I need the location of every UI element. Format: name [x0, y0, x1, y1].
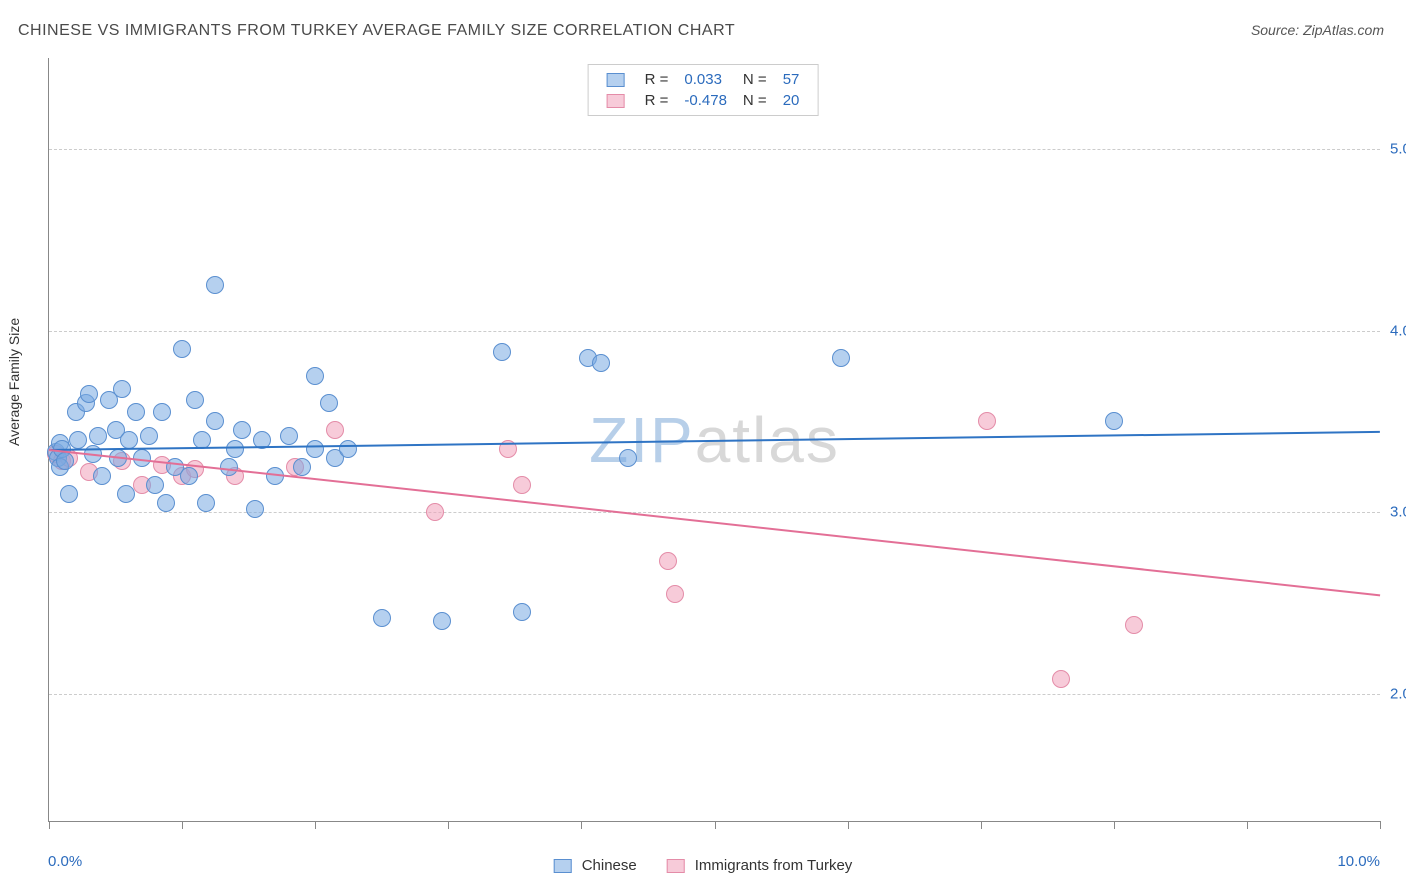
data-point-series1	[493, 343, 511, 361]
r-value-series2: -0.478	[676, 90, 735, 111]
n-label: N =	[735, 69, 775, 90]
data-point-series2	[978, 412, 996, 430]
data-point-series1	[69, 431, 87, 449]
r-value-series1: 0.033	[676, 69, 735, 90]
data-point-series1	[220, 458, 238, 476]
data-point-series1	[306, 440, 324, 458]
data-point-series1	[206, 276, 224, 294]
x-tick	[981, 821, 982, 829]
correlation-legend: R = 0.033 N = 57 R = -0.478 N = 20	[588, 64, 819, 116]
y-tick-label: 2.00	[1390, 685, 1406, 702]
chart-frame: CHINESE VS IMMIGRANTS FROM TURKEY AVERAG…	[0, 0, 1406, 892]
data-point-series1	[146, 476, 164, 494]
data-point-series1	[80, 385, 98, 403]
data-point-series1	[233, 421, 251, 439]
data-point-series1	[89, 427, 107, 445]
data-point-series2	[659, 552, 677, 570]
gridline	[49, 694, 1380, 695]
data-point-series1	[433, 612, 451, 630]
data-point-series1	[246, 500, 264, 518]
x-axis-max-label: 10.0%	[1337, 853, 1380, 870]
plot-area: ZIPatlas 2.003.004.005.00	[48, 58, 1380, 822]
swatch-series1	[607, 73, 625, 87]
x-tick	[1247, 821, 1248, 829]
y-tick-label: 5.00	[1390, 140, 1406, 157]
swatch-series2	[667, 859, 685, 873]
data-point-series1	[197, 494, 215, 512]
data-point-series1	[186, 391, 204, 409]
data-point-series1	[832, 349, 850, 367]
trendline-series2	[49, 449, 1380, 596]
legend-item-series1: Chinese	[554, 857, 637, 874]
x-axis-min-label: 0.0%	[48, 853, 82, 870]
r-label: R =	[637, 69, 677, 90]
data-point-series1	[120, 431, 138, 449]
data-point-series1	[206, 412, 224, 430]
legend-row-series2: R = -0.478 N = 20	[599, 90, 808, 111]
data-point-series2	[1052, 670, 1070, 688]
n-label: N =	[735, 90, 775, 111]
data-point-series1	[113, 380, 131, 398]
data-point-series1	[306, 367, 324, 385]
data-point-series1	[180, 467, 198, 485]
data-point-series1	[93, 467, 111, 485]
data-point-series1	[592, 354, 610, 372]
swatch-series2	[607, 94, 625, 108]
gridline	[49, 331, 1380, 332]
data-point-series1	[293, 458, 311, 476]
data-point-series1	[373, 609, 391, 627]
data-point-series1	[619, 449, 637, 467]
data-point-series1	[320, 394, 338, 412]
y-tick-label: 3.00	[1390, 504, 1406, 521]
x-tick	[581, 821, 582, 829]
x-tick	[448, 821, 449, 829]
data-point-series1	[153, 403, 171, 421]
n-value-series2: 20	[775, 90, 808, 111]
data-point-series1	[56, 452, 74, 470]
data-point-series1	[193, 431, 211, 449]
x-tick	[315, 821, 316, 829]
data-point-series1	[173, 340, 191, 358]
data-point-series2	[1125, 616, 1143, 634]
y-tick-label: 4.00	[1390, 322, 1406, 339]
data-point-series2	[426, 503, 444, 521]
series-legend: Chinese Immigrants from Turkey	[554, 857, 853, 874]
data-point-series1	[226, 440, 244, 458]
correlation-legend-table: R = 0.033 N = 57 R = -0.478 N = 20	[599, 69, 808, 111]
gridline	[49, 149, 1380, 150]
x-tick	[848, 821, 849, 829]
y-axis-label: Average Family Size	[6, 318, 22, 446]
data-point-series2	[513, 476, 531, 494]
data-point-series1	[140, 427, 158, 445]
x-tick	[1380, 821, 1381, 829]
n-value-series1: 57	[775, 69, 808, 90]
data-point-series1	[280, 427, 298, 445]
data-point-series1	[117, 485, 135, 503]
data-point-series1	[60, 485, 78, 503]
legend-label-series2: Immigrants from Turkey	[695, 857, 853, 874]
legend-label-series1: Chinese	[582, 857, 637, 874]
data-point-series1	[1105, 412, 1123, 430]
x-tick	[182, 821, 183, 829]
x-tick	[715, 821, 716, 829]
x-tick	[49, 821, 50, 829]
r-label: R =	[637, 90, 677, 111]
source-attribution: Source: ZipAtlas.com	[1251, 22, 1384, 38]
swatch-series1	[554, 859, 572, 873]
data-point-series1	[127, 403, 145, 421]
legend-item-series2: Immigrants from Turkey	[667, 857, 853, 874]
chart-title: CHINESE VS IMMIGRANTS FROM TURKEY AVERAG…	[18, 22, 735, 40]
data-point-series1	[339, 440, 357, 458]
legend-row-series1: R = 0.033 N = 57	[599, 69, 808, 90]
data-point-series2	[326, 421, 344, 439]
data-point-series1	[157, 494, 175, 512]
data-point-series1	[513, 603, 531, 621]
x-tick	[1114, 821, 1115, 829]
data-point-series2	[666, 585, 684, 603]
